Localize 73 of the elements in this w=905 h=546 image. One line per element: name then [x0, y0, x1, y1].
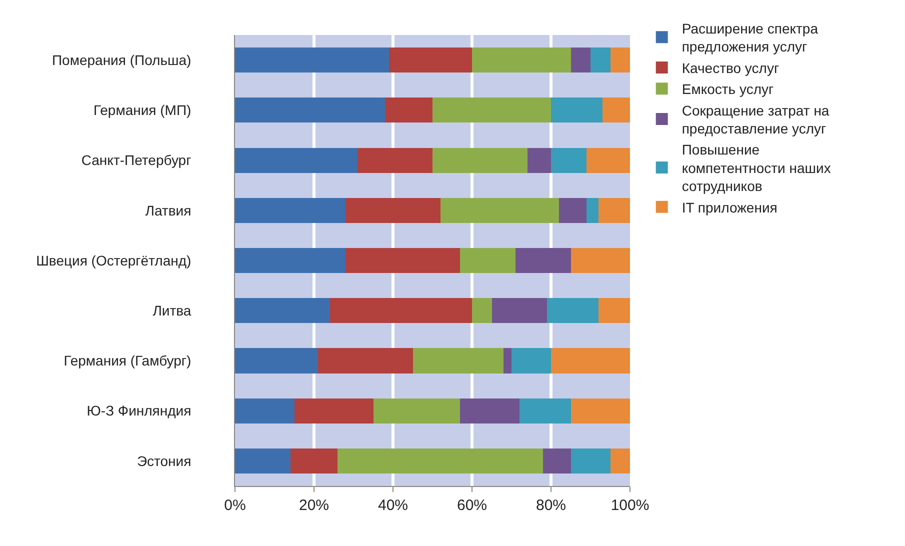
- bar: [504, 348, 512, 374]
- bar: [318, 348, 413, 374]
- bar: [586, 198, 598, 223]
- x-tick-label: 0%: [224, 497, 246, 514]
- bar: [460, 398, 520, 424]
- y-tick-label: Померания (Польша): [52, 52, 192, 68]
- bar: [610, 448, 630, 474]
- y-tick-label: Латвия: [145, 202, 192, 218]
- bar: [432, 148, 528, 173]
- bar: [590, 48, 610, 73]
- bar: [551, 98, 602, 123]
- bar: [235, 448, 290, 474]
- bar: [527, 148, 551, 173]
- bar: [598, 298, 630, 324]
- bar: [515, 248, 571, 274]
- x-tick-label: 100%: [610, 497, 650, 514]
- x-tick-label: 80%: [536, 497, 566, 514]
- bar: [547, 298, 598, 324]
- bar: [598, 198, 630, 223]
- bar: [570, 398, 630, 424]
- bar: [290, 448, 338, 474]
- bar: [412, 348, 504, 374]
- y-tick-label: Германия (Гамбург): [64, 352, 192, 369]
- bar: [389, 48, 472, 73]
- bar: [235, 48, 390, 73]
- bar: [543, 448, 571, 474]
- bar: [235, 148, 358, 173]
- bar: [235, 248, 346, 274]
- bar: [570, 448, 610, 474]
- legend-label: Повышение компетентности наших сотрудников: [682, 142, 831, 194]
- legend-label: Сокращение затрат на предоставление услуг: [682, 102, 830, 137]
- bar: [330, 298, 472, 324]
- bar: [519, 398, 571, 424]
- legend-label: Качество услуг: [682, 60, 780, 76]
- bar: [551, 148, 587, 173]
- bar: [235, 198, 346, 223]
- bar: [346, 248, 460, 274]
- bar: [385, 98, 432, 123]
- bar: [472, 48, 571, 73]
- y-tick-label: Санкт-Петербург: [81, 152, 192, 168]
- bar: [460, 248, 516, 274]
- bar: [235, 298, 330, 324]
- y-tick-label: Германия (МП): [93, 102, 192, 118]
- y-tick-label: Эстония: [136, 452, 192, 469]
- bar: [432, 98, 551, 123]
- bar: [346, 198, 440, 223]
- bar: [570, 248, 630, 274]
- bar: [551, 348, 630, 374]
- bar: [610, 48, 630, 73]
- x-tick-label: 60%: [456, 497, 488, 514]
- legend-label: Расширение спектра предложения услуг: [682, 20, 818, 55]
- bar: [235, 98, 386, 123]
- y-tick-label: Литва: [152, 302, 192, 319]
- bar: [357, 148, 432, 173]
- bar: [492, 298, 548, 324]
- bar: [373, 398, 460, 424]
- bar: [558, 198, 587, 223]
- bar: [512, 348, 551, 374]
- bar: [235, 398, 294, 424]
- legend-label: IT приложения: [682, 199, 778, 216]
- bar: [602, 98, 630, 123]
- bar: [338, 448, 544, 474]
- x-tick-label: 20%: [298, 497, 330, 514]
- legend-label: Емкость услуг: [682, 81, 774, 98]
- bar: [570, 48, 590, 73]
- y-tick-label: Ю-З Финляндия: [86, 402, 192, 419]
- bar: [586, 148, 630, 173]
- bar: [294, 398, 374, 424]
- x-tick-label: 40%: [378, 497, 408, 514]
- y-tick-label: Швеция (Остергётланд): [36, 252, 192, 268]
- bar: [235, 348, 318, 374]
- bar: [472, 298, 492, 324]
- bar: [440, 198, 559, 223]
